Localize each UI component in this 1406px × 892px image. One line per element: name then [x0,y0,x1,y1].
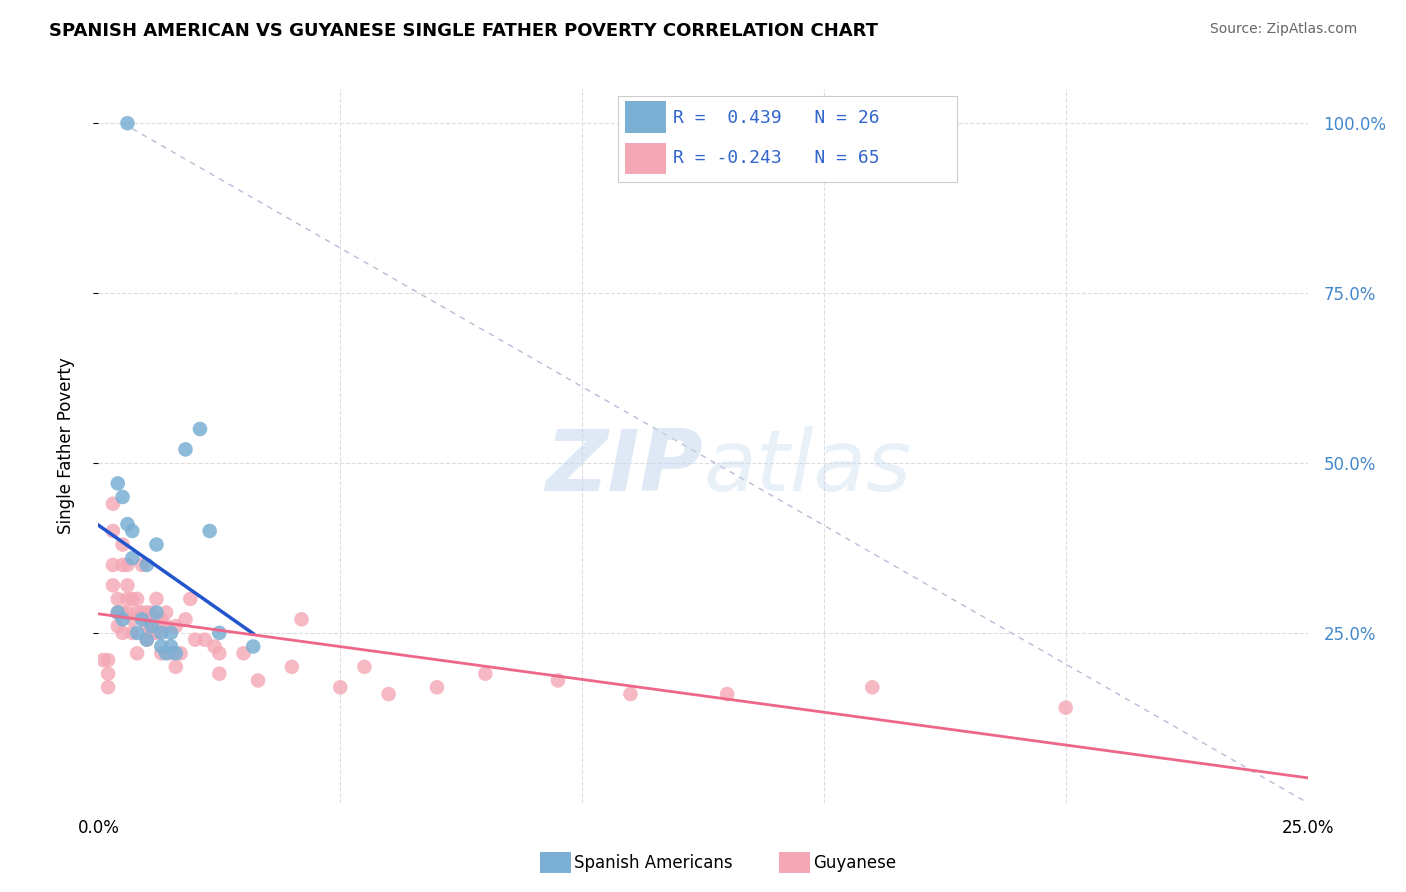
Point [150,640,173,654]
Point [165,646,187,660]
Point [111,606,134,620]
Point [204,640,226,654]
Point [208,646,231,660]
Point [135,612,157,626]
Point [111,537,134,551]
Point [101,578,124,592]
Point [127,606,149,620]
Point [135,632,157,647]
Point [145,591,167,606]
Point [155,646,177,660]
Point [247,673,270,688]
Point [474,666,496,681]
Point [141,606,163,620]
Point [377,687,399,701]
Point [127,591,149,606]
Point [141,626,163,640]
Point [131,606,153,620]
Point [117,558,139,572]
Point [160,640,183,654]
Point [150,612,173,626]
Point [107,619,129,633]
Point [127,646,149,660]
Point [1054,700,1077,714]
Point [547,673,569,688]
Point [107,606,129,620]
Point [160,626,183,640]
Point [117,517,139,532]
Point [107,476,129,491]
Point [716,687,738,701]
Point [281,660,304,674]
Point [160,646,183,660]
Point [150,619,173,633]
Point [188,422,211,436]
Point [198,524,221,538]
Point [111,558,134,572]
Point [165,660,187,674]
Point [101,558,124,572]
Point [97,666,120,681]
Point [131,612,153,626]
Point [174,612,197,626]
Point [117,116,139,130]
Point [111,626,134,640]
Point [165,619,187,633]
Text: Source: ZipAtlas.com: Source: ZipAtlas.com [1209,22,1357,37]
Point [91,653,114,667]
Point [127,626,149,640]
Point [242,640,264,654]
Point [121,524,143,538]
Point [135,632,157,647]
Point [290,612,312,626]
Point [121,591,143,606]
Point [194,632,217,647]
Point [155,619,177,633]
Point [208,666,231,681]
Point [426,680,449,694]
Point [184,632,207,647]
Point [860,680,883,694]
Point [169,646,191,660]
Point [155,606,177,620]
Point [117,606,139,620]
Point [131,558,153,572]
Point [619,687,641,701]
Point [141,619,163,633]
Point [353,660,375,674]
Point [121,626,143,640]
Point [145,626,167,640]
Point [232,646,254,660]
Point [145,537,167,551]
Point [107,591,129,606]
Point [208,626,231,640]
Point [117,578,139,592]
Point [97,680,120,694]
Point [101,524,124,538]
Point [179,591,201,606]
Point [101,497,124,511]
Text: ZIP: ZIP [546,425,703,509]
Point [121,551,143,566]
Text: Spanish Americans: Spanish Americans [574,854,733,871]
Point [135,619,157,633]
Point [97,653,120,667]
Text: Guyanese: Guyanese [813,854,896,871]
Text: atlas: atlas [703,425,911,509]
Point [111,612,134,626]
Point [135,606,157,620]
Point [107,606,129,620]
Text: SPANISH AMERICAN VS GUYANESE SINGLE FATHER POVERTY CORRELATION CHART: SPANISH AMERICAN VS GUYANESE SINGLE FATH… [49,22,879,40]
Point [121,612,143,626]
Y-axis label: Single Father Poverty: Single Father Poverty [56,358,75,534]
Point [150,626,173,640]
Point [111,490,134,504]
Point [329,680,352,694]
Point [174,442,197,457]
Point [145,606,167,620]
Point [135,558,157,572]
Point [150,646,173,660]
Point [117,591,139,606]
